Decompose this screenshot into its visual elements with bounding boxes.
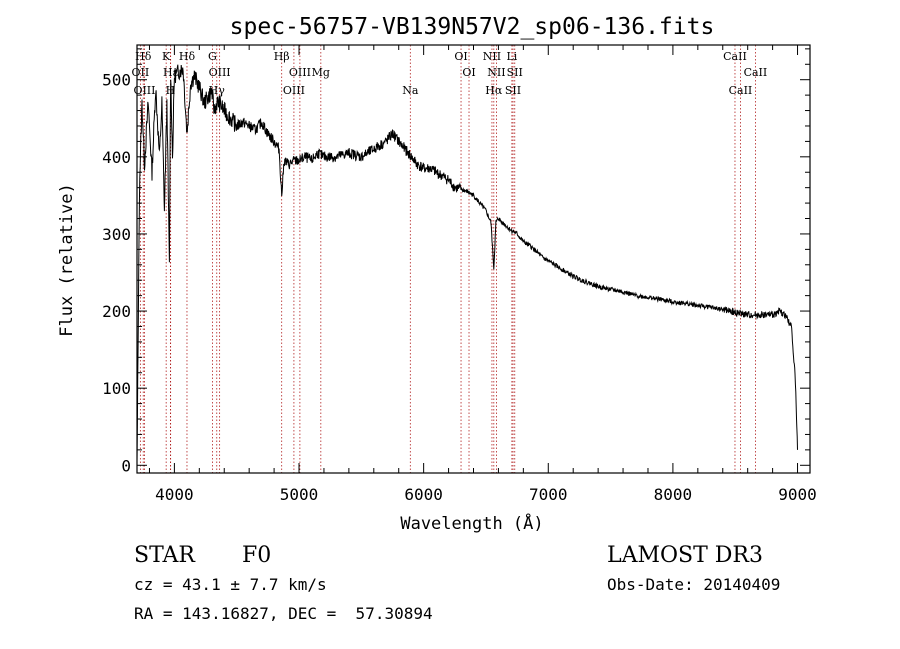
object-class: STAR (134, 543, 196, 568)
line-label: OIII (133, 84, 155, 97)
line-label-layer: HδOIIOIIIKHεHHδOIIIHγGOIIIOIIIHβMgNaOIOI… (132, 50, 768, 97)
line-label: OIII (209, 66, 231, 79)
y-tick-label: 400 (102, 148, 131, 167)
x-tick-label: 9000 (778, 485, 817, 504)
y-tick-label: 0 (121, 456, 131, 475)
y-tick-label: 500 (102, 71, 131, 90)
line-label: Na (402, 84, 419, 97)
line-label: K (162, 50, 171, 63)
line-label: SII (507, 66, 523, 79)
x-axis: 4000 5000 6000 7000 8000 9000 (148, 45, 817, 504)
line-label: Hβ (274, 50, 290, 63)
y-axis-label: Flux (relative) (57, 183, 77, 337)
line-label: OI (462, 66, 475, 79)
line-label: NII (487, 66, 505, 79)
spectrum-layer (136, 64, 798, 462)
line-marker-layer (139, 45, 756, 473)
y-tick-label: 100 (102, 379, 131, 398)
y-axis: 0 100 200 300 400 500 (102, 48, 810, 475)
x-axis-label: Wavelength (Å) (400, 512, 543, 534)
line-label: OIII (283, 84, 305, 97)
x-tick-label: 5000 (280, 485, 319, 504)
redshift-line: cz = 43.1 ± 7.7 km/s (134, 575, 327, 594)
line-label: Hα (485, 84, 503, 97)
line-label: OIII (289, 66, 311, 79)
y-tick-label: 200 (102, 302, 131, 321)
chart-title: spec-56757-VB139N57V2_sp06-136.fits (230, 14, 715, 40)
survey-name: LAMOST DR3 (607, 543, 763, 568)
line-label: CaII (723, 50, 747, 63)
plot-frame (136, 44, 811, 474)
x-tick-label: 7000 (529, 485, 568, 504)
y-tick-label: 300 (102, 225, 131, 244)
line-label: Li (506, 50, 517, 63)
line-label: CaII (744, 66, 768, 79)
line-label: G (208, 50, 217, 63)
line-label: OII (132, 66, 150, 79)
line-label: NII (483, 50, 501, 63)
line-label: SII (505, 84, 521, 97)
spectrum-line (136, 64, 798, 462)
line-label: OI (454, 50, 467, 63)
line-label: Hδ (179, 50, 196, 63)
x-tick-label: 6000 (404, 485, 443, 504)
obs-date: Obs-Date: 20140409 (607, 575, 780, 594)
line-label: Hδ (135, 50, 152, 63)
x-tick-label: 8000 (654, 485, 693, 504)
x-tick-label: 4000 (155, 485, 194, 504)
line-label: CaII (729, 84, 753, 97)
object-subclass: F0 (242, 543, 271, 568)
coordinates: RA = 143.16827, DEC = 57.30894 (134, 604, 433, 623)
line-label: Mg (312, 66, 330, 79)
